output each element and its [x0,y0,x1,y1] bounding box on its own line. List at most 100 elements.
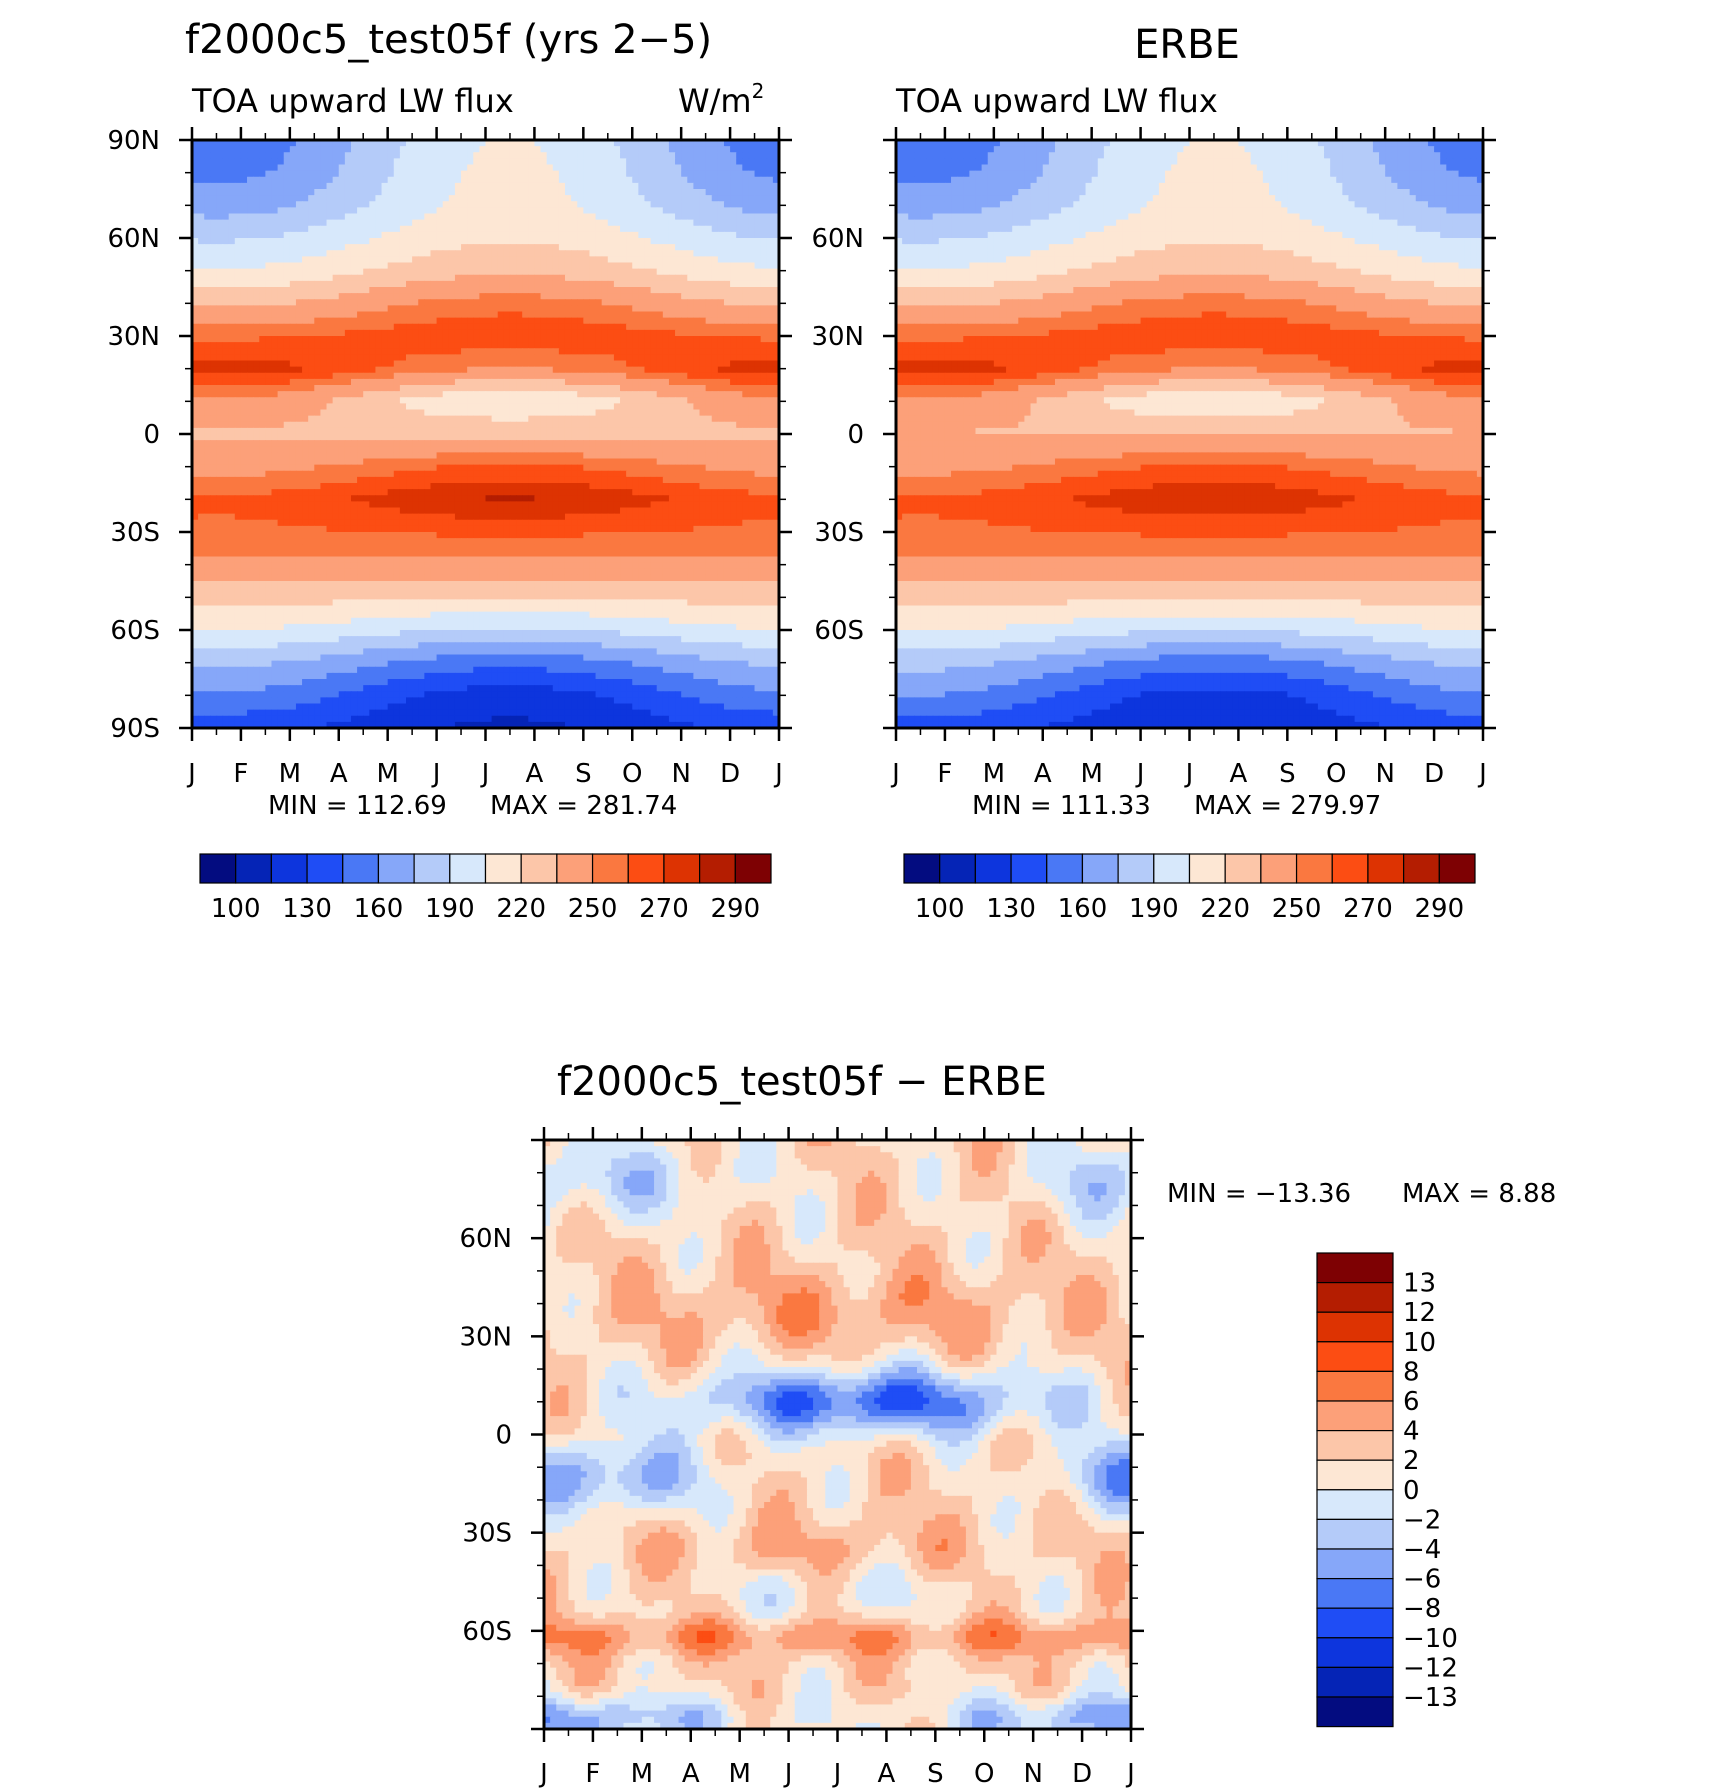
model-cell [198,415,205,423]
model-cell [564,452,572,460]
model-cell [589,170,597,178]
model-cell [210,293,218,300]
model-cell [632,317,639,325]
model-cell [601,274,609,282]
model-cell [467,446,474,453]
model-cell [546,280,554,288]
model-cell [564,336,572,343]
model-cell [295,164,303,172]
model-cell [668,354,676,362]
model-cell [216,354,224,362]
model-cell [589,372,597,380]
model-cell [528,427,536,435]
model-cell [546,231,554,239]
model-cell [662,170,670,178]
model-cell [503,213,511,221]
model-cell [240,268,248,276]
model-cell [454,238,462,245]
model-cell [552,372,560,380]
model-cell [607,391,615,398]
model-cell [509,268,517,276]
model-cell [497,385,505,392]
model-cell [699,176,707,184]
model-cell [656,182,664,190]
model-cell [406,262,413,270]
model-cell [350,207,358,215]
model-cell [607,452,615,460]
model-cell [430,434,438,441]
model-cell [522,231,529,239]
model-cell [369,280,377,288]
model-cell [247,158,254,166]
model-cell [509,274,517,282]
model-cell [772,195,779,202]
model-cell [210,329,218,337]
model-cell [259,238,266,245]
model-cell [271,421,279,429]
model-cell [509,360,517,368]
model-cell [338,452,346,460]
model-cell [467,280,474,288]
model-cell [418,195,425,202]
model-cell [717,189,725,196]
model-cell [393,397,401,404]
model-cell [760,342,768,349]
model-cell [571,427,578,435]
model-cell [381,158,389,166]
model-cell [564,244,572,251]
model-cell [412,421,419,429]
model-cell [240,274,248,282]
model-cell [375,385,383,392]
model-cell [442,360,450,368]
model-cell [681,207,688,215]
model-cell [332,238,340,245]
model-cell [516,280,523,288]
model-cell [577,366,584,374]
model-cell [595,225,603,233]
model-cell [534,189,542,196]
model-cell [540,231,548,239]
model-cell [534,293,542,300]
model-cell [302,305,309,313]
model-cell [375,323,383,331]
model-cell [662,195,670,202]
model-cell [638,262,646,270]
model-cell [497,262,505,270]
model-cell [332,348,340,355]
model-cell [595,415,603,423]
model-cell [192,189,199,196]
model-cell [558,164,566,172]
model-cell [736,182,743,190]
model-cell [540,225,548,233]
model-cell [754,152,762,159]
model-cell [675,305,682,313]
model-cell [620,287,627,294]
model-cell [620,201,627,208]
model-cell [387,317,395,325]
model-cell [693,201,701,208]
model-cell [289,348,297,355]
model-cell [461,250,468,257]
model-cell [234,140,242,147]
model-cell [253,409,260,417]
model-cell [571,225,578,233]
model-cell [240,397,248,404]
model-cell [295,409,303,417]
model-cell [638,158,646,166]
model-cell [247,176,254,184]
model-cell [442,207,450,215]
model-cell [766,348,774,355]
model-cell [204,268,211,276]
model-cell [473,427,480,435]
model-cell [772,164,779,172]
model-cell [381,378,389,386]
model-cell [406,164,413,172]
model-cell [448,158,456,166]
model-cell [350,317,358,325]
model-cell [320,311,328,319]
model-cell [332,189,340,196]
model-cell [406,323,413,331]
model-cell [589,409,597,417]
model-cell [760,415,768,423]
model-cell [699,434,707,441]
